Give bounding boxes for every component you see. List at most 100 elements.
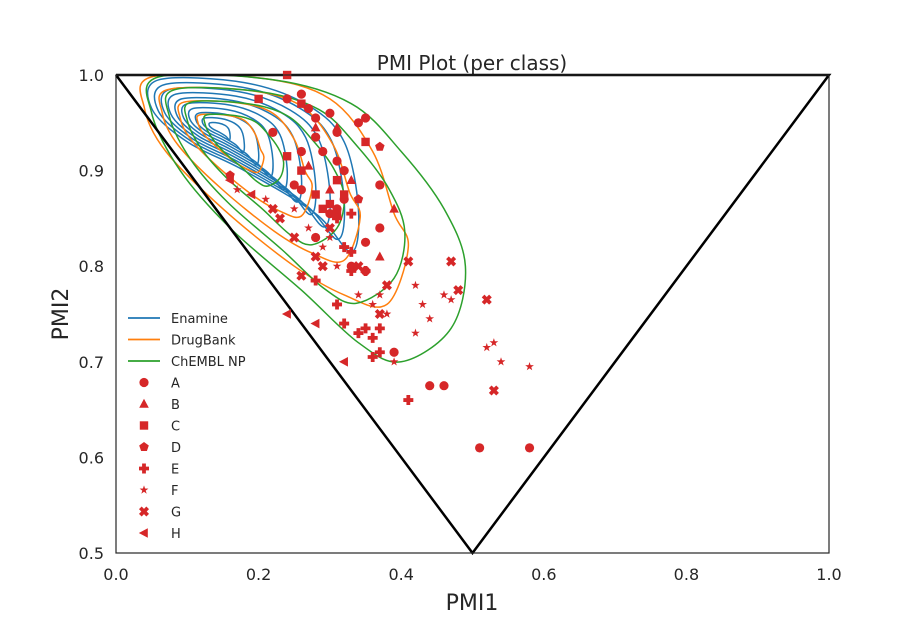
legend-item-a: A [139,377,180,392]
x-tick-label: 0.2 [246,565,271,584]
legend-label: C [171,420,180,435]
y-tick-label: 0.8 [79,257,104,276]
point-g-7 [403,256,414,267]
point-g-9 [481,294,492,305]
point-d-0 [375,141,385,151]
point-f-3 [304,223,313,232]
point-f-20 [482,342,492,352]
point-f-6 [354,290,363,299]
point-g-3 [317,261,328,272]
point-a-4 [311,113,321,123]
point-e-3 [360,265,371,276]
point-g-10 [453,285,464,296]
point-b-0 [310,122,321,132]
legend-marker [139,398,149,408]
point-a-20 [375,223,385,233]
point-f-16 [446,295,456,304]
chart-title: PMI Plot (per class) [377,51,567,75]
legend-label: G [171,506,181,521]
legend-marker [139,442,149,451]
point-f-11 [411,280,420,289]
contour-drugbank-2 [177,100,313,219]
point-g-4 [324,222,335,233]
y-tick-label: 1.0 [79,66,104,85]
x-tick-label: 0.0 [103,565,128,584]
point-e-8 [360,323,371,334]
point-f-19 [525,362,534,371]
point-a-3 [325,108,335,118]
point-a-14 [289,180,299,190]
point-e-9 [367,332,378,343]
point-a-28 [318,146,328,157]
plot-frame [115,74,830,554]
legend-label: D [171,441,181,456]
contour-enamine-8 [160,86,331,228]
y-tick-label: 0.9 [79,162,104,181]
legend-item-chembl-np: ChEMBL NP [128,355,246,370]
point-c-5 [297,166,306,175]
legend-item-drugbank: DrugBank [128,334,236,349]
point-a-15 [296,185,306,195]
y-axis-ticks: 0.5 0.6 0.7 0.8 0.9 1.0 [79,66,104,563]
legend-marker [139,485,149,494]
point-f-8 [382,309,392,318]
point-h-3 [310,318,320,329]
point-f-0 [232,185,242,194]
point-b-2 [346,174,357,184]
point-e-5 [332,299,343,310]
point-c-4 [282,152,292,161]
legend-item-c: C [139,420,180,435]
contour-chembl-np-1 [203,113,285,187]
point-e-14 [346,208,357,219]
x-tick-label: 1.0 [816,565,841,584]
point-e-10 [374,323,385,334]
point-a-0 [282,94,292,104]
legend-item-d: D [139,441,181,456]
contour-drugbank-4 [139,75,410,308]
point-a-16 [325,209,335,219]
point-e-11 [367,352,378,363]
legend-marker [139,377,149,388]
legend-item-f: F [139,484,178,499]
point-g-12 [374,308,385,320]
legend-label: A [171,377,180,392]
contour-enamine-2 [201,116,246,154]
point-e-4 [310,275,321,286]
legend-item-enamine: Enamine [128,312,228,327]
point-g-14 [296,270,307,281]
point-f-12 [418,299,427,309]
point-f-14 [411,328,420,337]
point-c-8 [318,204,327,214]
legend-marker [139,463,150,474]
y-tick-label: 0.7 [79,353,104,372]
point-f-13 [425,314,435,323]
legend-label: F [171,484,178,499]
legend-item-e: E [139,463,179,478]
point-e-15 [332,213,343,224]
legend-label: B [171,398,180,413]
point-f-21 [325,232,335,242]
point-e-1 [346,246,357,257]
point-f-18 [496,357,506,366]
point-h-0 [224,175,234,185]
legend-item-b: B [139,398,180,413]
point-g-0 [274,213,286,224]
point-f-15 [439,290,449,299]
y-tick-label: 0.6 [79,448,104,467]
point-e-13 [403,395,414,406]
legend-label: ChEMBL NP [171,355,246,370]
legend-marker [138,506,150,517]
point-a-24 [425,381,435,391]
point-a-19 [360,237,371,247]
point-a-6 [353,118,364,128]
point-f-2 [289,204,299,213]
y-axis-label: PMI2 [49,288,74,341]
x-axis-label: PMI1 [446,591,499,616]
legend-item-h: H [138,527,181,542]
point-a-7 [360,113,371,123]
point-e-7 [353,328,364,339]
point-g-13 [267,203,278,214]
x-tick-label: 0.4 [388,565,413,584]
legend-marker [138,528,148,538]
